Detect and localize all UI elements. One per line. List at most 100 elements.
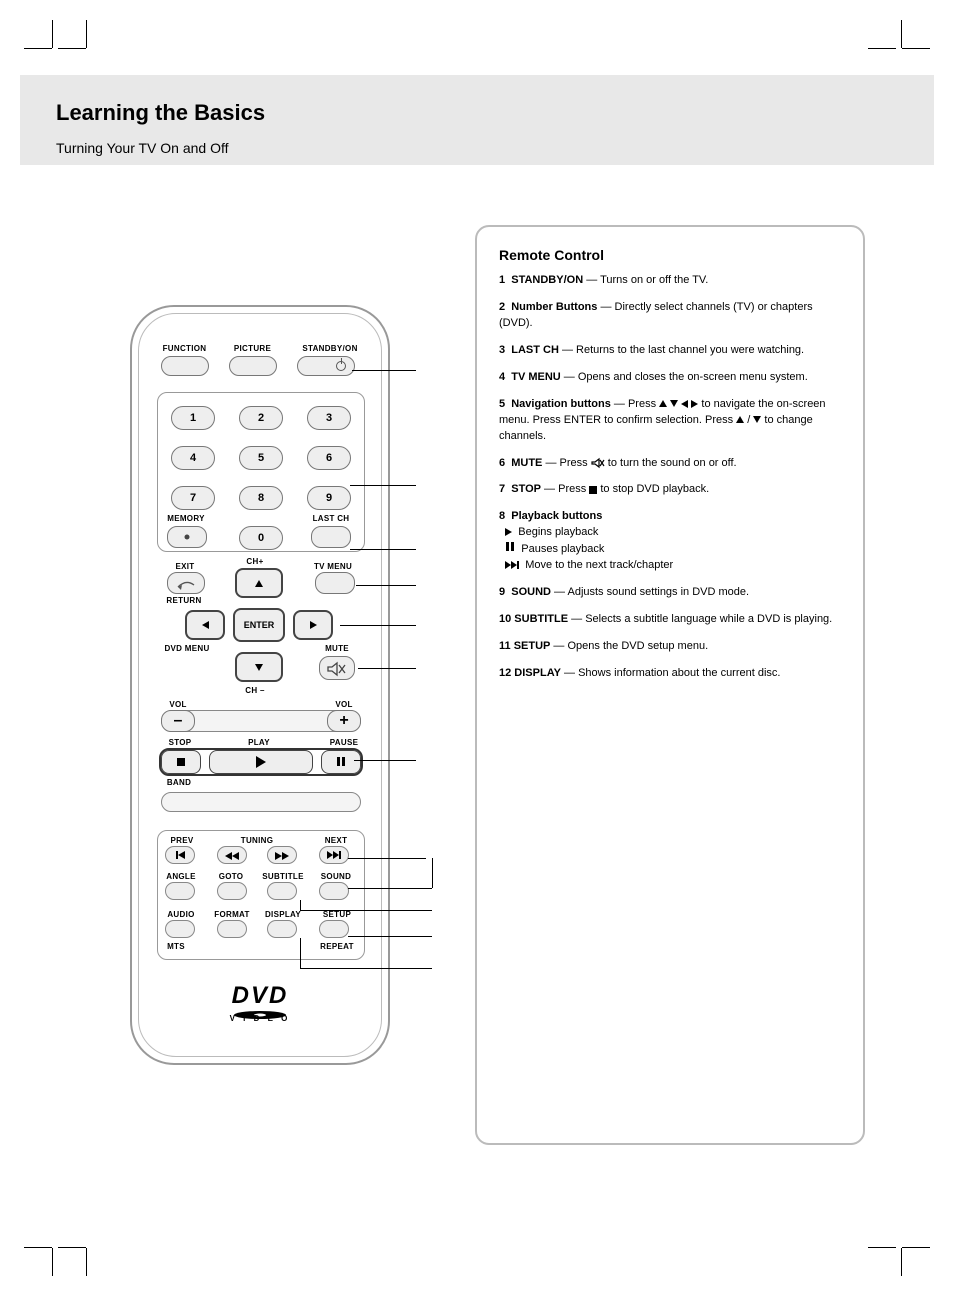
mute-button[interactable] — [319, 656, 355, 680]
vol-down-button[interactable]: – — [161, 710, 195, 732]
standby-label: STANDBY/ON — [295, 344, 365, 353]
up-arrow-icon — [659, 400, 667, 407]
display-button[interactable] — [267, 920, 297, 938]
crop-mark — [58, 1247, 86, 1248]
band-slot — [161, 792, 361, 812]
nav-right-button[interactable] — [293, 610, 333, 640]
stop-icon — [177, 758, 185, 766]
callout-line — [300, 968, 432, 969]
memory-button[interactable] — [167, 526, 207, 548]
return-arrow-icon — [168, 573, 204, 593]
tuning-label: TUNING — [229, 836, 285, 845]
remote-control: FUNCTION PICTURE STANDBY/ON 1 2 3 4 5 6 … — [130, 305, 390, 1065]
callout-line — [348, 936, 432, 937]
num-8-button[interactable]: 8 — [239, 486, 283, 510]
down-arrow-icon — [670, 400, 678, 407]
exit-button[interactable] — [167, 572, 205, 594]
down-arrow-icon — [753, 416, 761, 423]
page-subtitle: Turning Your TV On and Off — [56, 140, 229, 156]
crop-mark — [902, 48, 930, 49]
lastch-button[interactable] — [311, 526, 351, 548]
callout-line — [348, 858, 426, 859]
callout-item: 3 LAST CH — Returns to the last channel … — [499, 343, 841, 359]
num-2-button[interactable]: 2 — [239, 406, 283, 430]
num-4-button[interactable]: 4 — [171, 446, 215, 470]
exit-label: EXIT — [167, 562, 203, 571]
remote-inner: FUNCTION PICTURE STANDBY/ON 1 2 3 4 5 6 … — [138, 313, 382, 1057]
right-arrow-icon — [691, 400, 698, 408]
callout-line — [432, 858, 433, 888]
play-button[interactable] — [209, 750, 313, 774]
callout-line — [348, 888, 432, 889]
num-6-button[interactable]: 6 — [307, 446, 351, 470]
nav-up-button[interactable] — [235, 568, 283, 598]
next-icon — [327, 851, 341, 859]
callout-line — [350, 549, 416, 550]
callout-line — [300, 910, 432, 911]
sound-button[interactable] — [319, 882, 349, 900]
callout-item: 8 Playback buttons Begins playback Pause… — [499, 509, 841, 574]
prev-button[interactable] — [165, 846, 195, 864]
down-arrow-icon — [255, 664, 263, 671]
num-1-button[interactable]: 1 — [171, 406, 215, 430]
ffwd-button[interactable] — [267, 846, 297, 864]
nav-left-button[interactable] — [185, 610, 225, 640]
angle-button[interactable] — [165, 882, 195, 900]
crop-mark — [52, 20, 53, 48]
crop-mark — [86, 1248, 87, 1276]
crop-mark — [86, 20, 87, 48]
crop-mark — [868, 48, 896, 49]
format-label: FORMAT — [209, 910, 255, 919]
audio-button[interactable] — [165, 920, 195, 938]
dvd-logo-text: DVD — [232, 982, 289, 1009]
num-5-button[interactable]: 5 — [239, 446, 283, 470]
left-arrow-icon — [202, 621, 209, 629]
crop-mark — [24, 48, 52, 49]
goto-label: GOTO — [213, 872, 249, 881]
description-panel: Remote Control 1 STANDBY/ON — Turns on o… — [475, 225, 865, 1145]
function-label: FUNCTION — [157, 344, 212, 353]
crop-mark — [52, 1248, 53, 1276]
pause-icon — [505, 541, 515, 557]
standby-button[interactable] — [297, 356, 355, 376]
next-label: NEXT — [319, 836, 353, 845]
num-0-button[interactable]: 0 — [239, 526, 283, 550]
play-icon — [505, 528, 512, 536]
rewind-icon — [225, 850, 239, 860]
callout-line — [352, 370, 416, 371]
next-button[interactable] — [319, 846, 349, 864]
setup-label: SETUP — [317, 910, 357, 919]
up-arrow-icon — [736, 416, 744, 423]
subtitle-button[interactable] — [267, 882, 297, 900]
function-button[interactable] — [161, 356, 209, 376]
vol-up-button[interactable]: + — [327, 710, 361, 732]
callout-item: 12 DISPLAY — Shows information about the… — [499, 666, 841, 682]
crop-mark — [901, 1248, 902, 1276]
num-9-button[interactable]: 9 — [307, 486, 351, 510]
vol-right-label: VOL — [329, 700, 359, 709]
num-7-button[interactable]: 7 — [171, 486, 215, 510]
setup-button[interactable] — [319, 920, 349, 938]
prev-label: PREV — [165, 836, 199, 845]
tvmenu-button[interactable] — [315, 572, 355, 594]
goto-button[interactable] — [217, 882, 247, 900]
enter-button[interactable]: ENTER — [233, 608, 285, 642]
format-button[interactable] — [217, 920, 247, 938]
angle-label: ANGLE — [161, 872, 201, 881]
dvd-logo: DVD — [139, 982, 381, 1018]
mute-icon — [320, 657, 354, 679]
pause-button[interactable] — [321, 750, 361, 774]
num-3-button[interactable]: 3 — [307, 406, 351, 430]
panel-title: Remote Control — [499, 247, 841, 263]
nav-down-button[interactable] — [235, 652, 283, 682]
play-label: PLAY — [239, 738, 279, 747]
callout-line — [354, 760, 416, 761]
rewind-button[interactable] — [217, 846, 247, 864]
stop-button[interactable] — [161, 750, 201, 774]
picture-label: PICTURE — [225, 344, 280, 353]
picture-button[interactable] — [229, 356, 277, 376]
memory-label: MEMORY — [161, 514, 211, 523]
audio-label: AUDIO — [161, 910, 201, 919]
sound-label: SOUND — [315, 872, 357, 881]
callout-item: 9 SOUND — Adjusts sound settings in DVD … — [499, 585, 841, 601]
